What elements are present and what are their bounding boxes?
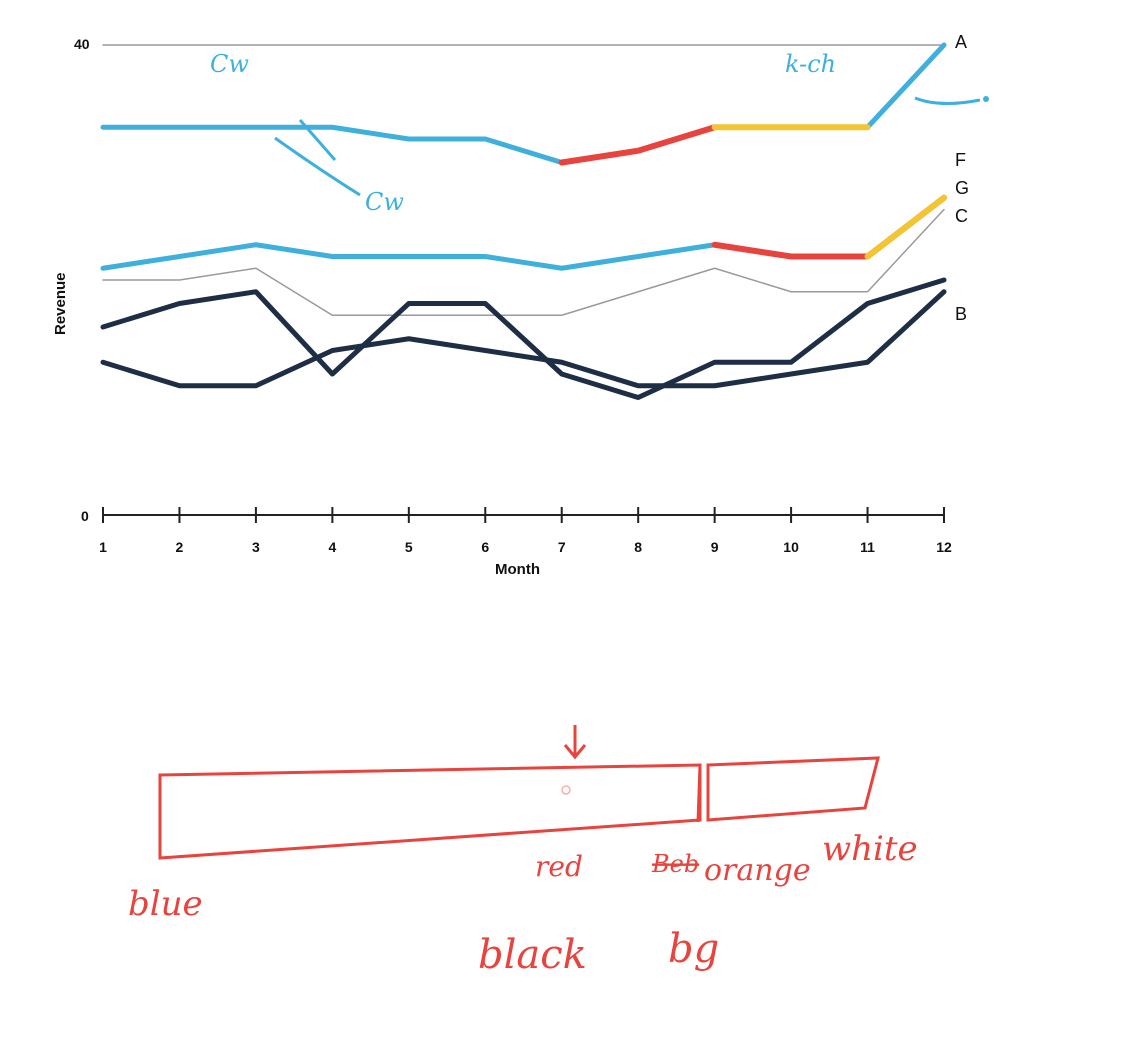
x-tick-labels: 1 2 3 4 5 6 7 8 9 10 11 12	[99, 539, 952, 555]
series-label-b: B	[955, 304, 967, 324]
y-axis-title: Revenue	[52, 272, 69, 335]
sketch-label-red: red	[535, 850, 583, 883]
x-tick-label: 5	[405, 539, 413, 555]
sketch-divider	[696, 764, 702, 823]
sketch-marker	[561, 785, 571, 795]
x-tick-label: 6	[481, 539, 489, 555]
note-cw-mid: Cw	[365, 188, 404, 216]
y-tick-40: 40	[74, 36, 90, 52]
sketch-label-blue: blue	[128, 884, 203, 924]
x-tick-label: 4	[328, 539, 336, 555]
x-tick-label: 1	[99, 539, 107, 555]
note-stroke-blue-2	[298, 119, 337, 161]
highlight-yellow-f	[864, 194, 947, 260]
series-label-f: F	[955, 150, 966, 170]
note-arrow-blue	[914, 96, 981, 106]
sketch-label-white: white	[822, 829, 918, 869]
x-tick-label: 7	[558, 539, 566, 555]
sketch-label-struck: Beb	[651, 850, 699, 878]
x-tick-label: 2	[176, 539, 184, 555]
x-ticks	[102, 507, 945, 523]
sketch-label-black: black	[478, 932, 587, 978]
x-tick-label: 11	[860, 539, 875, 555]
x-axis-title: Month	[495, 561, 540, 578]
sketch-label-orange: orange	[704, 853, 811, 888]
sketch-arrow-down	[563, 725, 587, 760]
x-tick-label: 8	[634, 539, 642, 555]
sketch-bar-left-section	[158, 763, 702, 860]
revenue-chart: 1 2 3 4 5 6 7 8 9 10 11 12 0 40 Month Revenue A F G…	[52, 32, 989, 578]
x-tick-label: 9	[711, 539, 719, 555]
series-line-g	[102, 208, 945, 316]
sketch-bar-right-section	[706, 756, 880, 822]
note-arrow-dot	[983, 96, 989, 102]
x-tick-label: 12	[936, 539, 952, 555]
note-stroke-blue-1	[274, 136, 361, 197]
x-tick-label: 10	[783, 539, 799, 555]
sketch-label-bg: bg	[668, 926, 719, 972]
note-cw-top: Cw	[210, 50, 249, 78]
y-tick-0: 0	[81, 508, 89, 524]
note-kch: k-ch	[785, 50, 836, 78]
series-line-b	[100, 289, 947, 389]
highlight-red-a	[558, 124, 718, 166]
chart-panel: 1 2 3 4 5 6 7 8 9 10 11 12 0 40 Month Revenue A F G…	[0, 0, 1000, 590]
series-label-a: A	[955, 32, 967, 52]
x-tick-label: 3	[252, 539, 260, 555]
series-line-c	[100, 277, 947, 400]
series-layer	[100, 42, 947, 400]
series-label-c: C	[955, 206, 968, 226]
series-label-g: G	[955, 178, 969, 198]
